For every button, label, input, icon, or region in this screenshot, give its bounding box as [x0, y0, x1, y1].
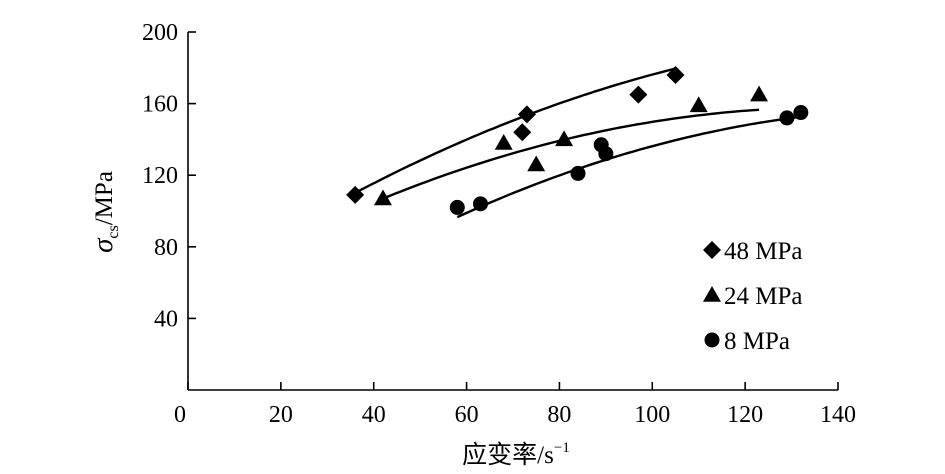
y-tick-label: 80	[154, 235, 178, 261]
legend-label: 24 MPa	[724, 283, 802, 310]
data-point-circle	[779, 110, 795, 126]
data-point-circle	[473, 196, 488, 212]
fit-curve-triangle	[382, 108, 760, 200]
y-axis-title-symbol: σ	[87, 237, 119, 253]
data-point-triangle	[750, 85, 769, 102]
y-axis-title: σcs/MPa	[87, 171, 122, 253]
y-axis-title-subscript: cs	[105, 225, 122, 238]
plot-area: 0 20 40 60 80 100 120 140 40 80 120 160 200	[142, 20, 856, 428]
data-point-diamond	[666, 65, 685, 84]
x-tick-label: 80	[547, 402, 571, 428]
x-tick-label: 100	[634, 402, 670, 428]
y-axis-title-text: σcs/MPa	[87, 171, 122, 253]
data-point-circle	[598, 146, 614, 162]
x-tick-label: 20	[269, 402, 293, 428]
x-axis-title: 应变率/s−1	[462, 440, 570, 469]
x-axis-title-main: 应变率/s	[462, 441, 554, 469]
x-tick-label: 60	[455, 402, 479, 428]
x-axis-title-text: 应变率/s−1	[462, 440, 570, 469]
data-point-diamond	[513, 123, 532, 142]
fit-curve-circle	[456, 115, 802, 219]
y-tick-label: 160	[142, 92, 178, 118]
legend-label: 48 MPa	[724, 238, 802, 265]
legend: 48 MPa 24 MPa 8 MPa	[703, 238, 802, 355]
legend-label: 8 MPa	[724, 328, 790, 355]
fit-curves	[354, 67, 802, 219]
data-point-triangle	[689, 96, 708, 113]
legend-item: 8 MPa	[704, 328, 790, 355]
x-tick-label: 40	[362, 402, 386, 428]
data-point-circle	[570, 165, 586, 181]
data-point-circle	[449, 199, 465, 215]
data-point-diamond	[629, 85, 648, 104]
legend-item: 48 MPa	[703, 238, 802, 265]
x-tick-label: 0	[174, 402, 186, 428]
x-axis-ticks: 0 20 40 60 80 100 120 140	[174, 382, 856, 428]
data-point-circle	[793, 105, 809, 121]
data-point-triangle	[555, 130, 574, 147]
data-point-triangle	[374, 189, 392, 206]
y-tick-label: 200	[142, 20, 178, 46]
fit-curve-diamond	[354, 67, 676, 194]
y-axis-ticks: 40 80 120 160 200	[142, 20, 196, 332]
y-axis-title-unit: /MPa	[91, 171, 118, 225]
legend-item: 24 MPa	[703, 283, 802, 310]
x-tick-label: 120	[727, 402, 763, 428]
x-axis-title-superscript: −1	[554, 440, 570, 456]
legend-marker-triangle	[703, 286, 721, 302]
data-point-diamond	[517, 105, 536, 124]
y-tick-label: 120	[142, 163, 178, 189]
data-point-triangle	[527, 155, 546, 172]
legend-marker-diamond	[703, 241, 721, 259]
data-points	[346, 65, 809, 215]
x-tick-label: 140	[820, 402, 856, 428]
y-tick-label: 40	[154, 306, 178, 332]
data-point-diamond	[346, 185, 365, 204]
data-point-triangle	[494, 133, 513, 150]
legend-marker-circle	[704, 332, 720, 348]
